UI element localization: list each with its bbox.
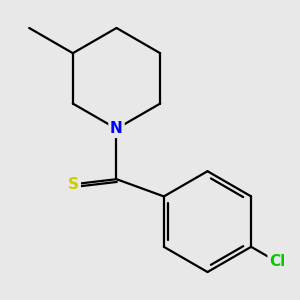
Text: Cl: Cl: [269, 254, 286, 269]
Text: N: N: [110, 121, 123, 136]
Text: S: S: [68, 177, 79, 192]
